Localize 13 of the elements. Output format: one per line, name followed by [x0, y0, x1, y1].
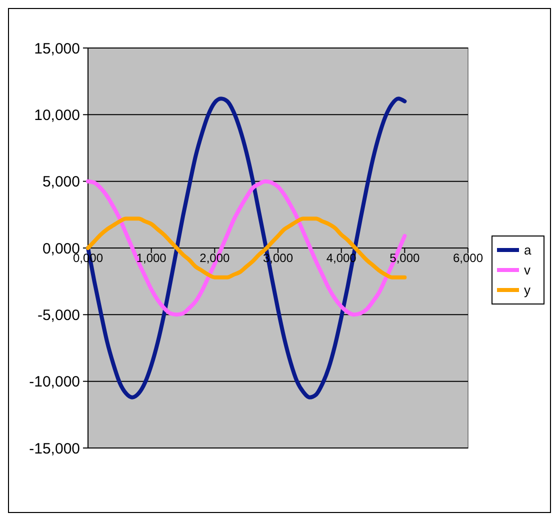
y-tick-label: 10,000: [34, 106, 80, 124]
legend-label: a: [524, 242, 532, 258]
y-tick-label: 5,000: [42, 174, 80, 191]
y-tick-label: -5,000: [37, 306, 80, 324]
y-tick-label: 15,000: [34, 40, 80, 58]
x-tick-label: 1,000: [136, 251, 167, 265]
x-tick-label: 2,000: [200, 251, 230, 265]
legend-label: v: [524, 262, 531, 278]
x-tick-label: 6,000: [452, 251, 484, 265]
y-tick-label: -15,000: [29, 440, 80, 458]
x-tick-label: 5,000: [390, 251, 420, 265]
legend-label: y: [524, 282, 531, 298]
y-tick-label: -10,000: [29, 374, 80, 391]
